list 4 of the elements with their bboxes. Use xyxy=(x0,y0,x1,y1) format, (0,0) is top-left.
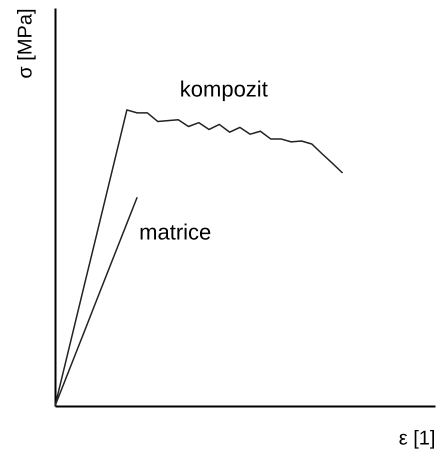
series-label: matrice xyxy=(139,219,212,244)
series-label: kompozit xyxy=(180,76,268,102)
x-axis-title: ε [1] xyxy=(398,428,436,450)
y-axis-title: σ [MPa] xyxy=(14,8,36,79)
